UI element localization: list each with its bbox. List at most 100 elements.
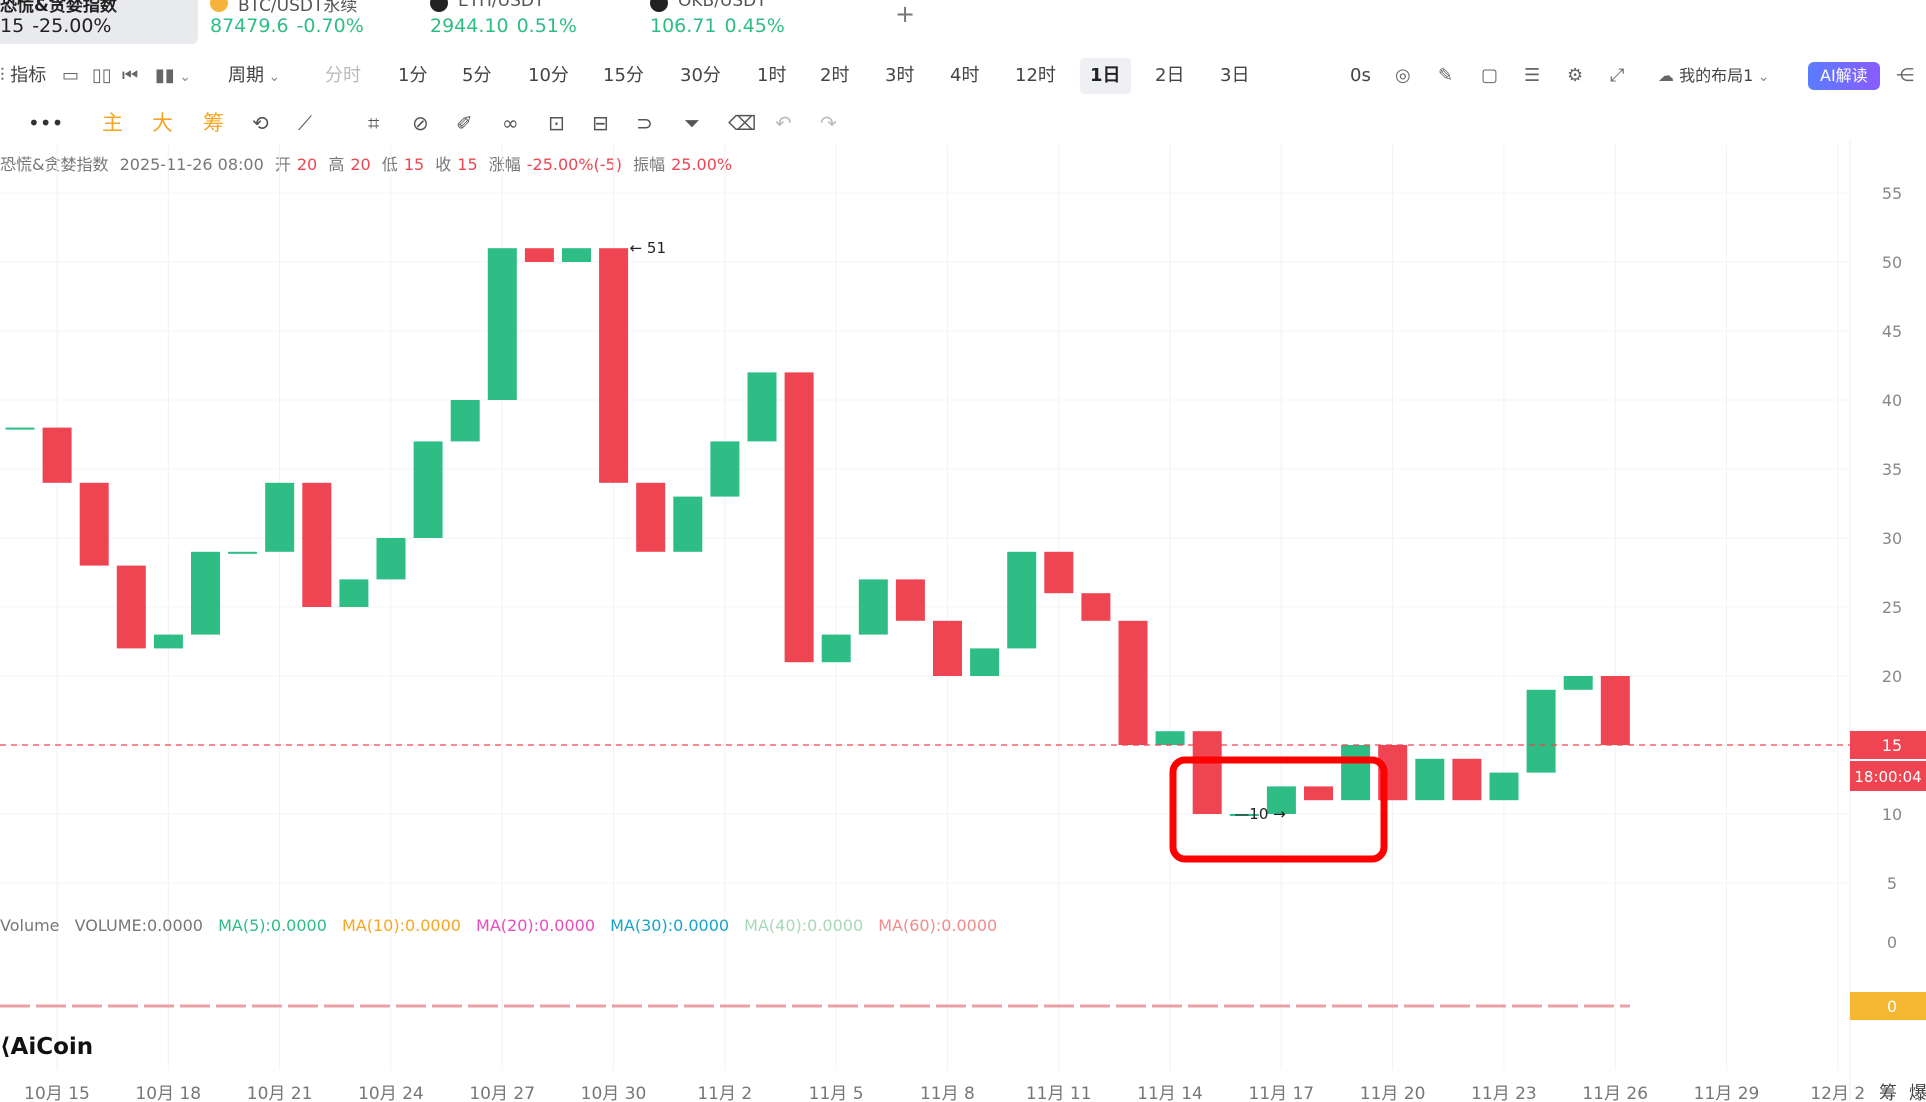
x-tick-label: 11月 8 xyxy=(920,1084,975,1102)
layout-icon[interactable]: ▭ xyxy=(62,65,80,86)
candle-down xyxy=(1044,551,1074,594)
cloud-icon: ☁ xyxy=(1658,66,1674,85)
magnet-icon[interactable]: ⊃ xyxy=(636,111,653,135)
candle-down xyxy=(895,579,925,621)
tab-timeframe-3d[interactable]: 3日 xyxy=(1220,65,1250,86)
pencil-icon[interactable]: ✎ xyxy=(1438,65,1454,86)
x-tick-label: 12月 2 xyxy=(1810,1084,1865,1102)
volume-info: Volume VOLUME:0.0000 MA(5):0.0000 MA(10)… xyxy=(0,916,1007,935)
settings-icon[interactable]: ⚙ xyxy=(1567,65,1584,86)
sync-icon[interactable]: ⟲ xyxy=(252,111,269,135)
ticker-fear-greed[interactable]: 恐慌&贪婪指数 15 -25.00% xyxy=(0,0,198,44)
share-icon[interactable]: ⋲ xyxy=(1896,65,1914,86)
candle-datetime: 2025-11-26 08:00 xyxy=(119,155,264,174)
tab-timeframe-1d[interactable]: 1日 xyxy=(1080,58,1131,94)
x-tick-label: 11月 14 xyxy=(1137,1084,1203,1102)
aicoin-logo: ⟨AiCoin xyxy=(0,1034,94,1060)
trendline-icon[interactable]: ⟋ xyxy=(298,111,312,135)
pen-icon[interactable]: ✐ xyxy=(456,111,473,135)
tab-timeframe-5m[interactable]: 5分 xyxy=(462,65,492,86)
main-force-button[interactable]: 主 xyxy=(102,111,123,135)
candle-down xyxy=(1081,593,1111,621)
candle-up xyxy=(1007,551,1037,649)
x-tick-label: 10月 30 xyxy=(581,1084,647,1102)
candle-up xyxy=(339,579,369,607)
y-tick-label: 35 xyxy=(1882,460,1902,479)
indicator-icon: ⫶ xyxy=(0,65,5,86)
note-icon[interactable]: ⊟ xyxy=(592,111,609,135)
fib-icon[interactable]: ∞ xyxy=(502,111,519,135)
candle-up xyxy=(450,400,480,442)
chart-toolbar: ⫶ 指标 ▭ ▯▯ ⏮ ▮▮ 周期 分时 1分 5分 10分 15分 30分 1… xyxy=(0,58,1926,96)
high-value: 20 xyxy=(350,155,371,174)
x-tick-label: 11月 5 xyxy=(809,1084,864,1102)
volume-tag-value: 0 xyxy=(1887,997,1897,1016)
more-icon[interactable]: ••• xyxy=(28,111,64,135)
comment-icon[interactable]: ▢ xyxy=(1481,65,1499,86)
candle-up xyxy=(5,427,35,430)
ruler-icon[interactable]: ⊘ xyxy=(412,111,429,135)
close-value: 15 xyxy=(457,155,478,174)
ticker-price: 2944.10 0.51% xyxy=(430,15,577,37)
layout-dropdown[interactable]: ☁ 我的布局1 xyxy=(1658,58,1769,94)
ticker-price: 87479.6 -0.70% xyxy=(210,15,364,37)
ticker-bar: 恐慌&贪婪指数 15 -25.00% BTC/USDT永续 87479.6 -0.7… xyxy=(0,0,1926,48)
candle-down xyxy=(1304,786,1333,801)
add-ticker-button[interactable]: + xyxy=(895,0,916,28)
ai-interpret-button[interactable]: AI解读 xyxy=(1808,62,1880,90)
x-tick-label: 10月 18 xyxy=(135,1084,201,1102)
ticker-name: BTC/USDT永续 xyxy=(238,0,358,16)
list-icon[interactable]: ☰ xyxy=(1524,65,1541,86)
x-tick-label: 11月 23 xyxy=(1471,1084,1537,1102)
candle-down xyxy=(42,427,72,483)
y-tick-label: 0 xyxy=(1887,933,1897,952)
ma20-value: MA(20):0.0000 xyxy=(476,916,595,935)
indicator-button[interactable]: ⫶ 指标 xyxy=(0,58,46,94)
period-dropdown[interactable]: 周期 xyxy=(228,58,280,94)
ticker-price: 106.71 0.45% xyxy=(650,15,785,37)
tab-timeframe-30m[interactable]: 30分 xyxy=(680,65,721,86)
tab-timeframe-fenshi[interactable]: 分时 xyxy=(325,65,361,86)
open-value: 20 xyxy=(296,155,318,174)
candle-up xyxy=(153,634,183,649)
candle-up xyxy=(562,248,591,262)
candle-up xyxy=(1526,689,1556,773)
tab-timeframe-3h[interactable]: 3时 xyxy=(885,65,915,86)
change-label: 涨幅 xyxy=(488,155,521,174)
filter-icon[interactable]: ⏷ xyxy=(684,111,700,135)
candle-up xyxy=(1415,758,1445,801)
candle-up xyxy=(1229,814,1259,816)
countdown-label: 0s xyxy=(1350,65,1371,86)
candle-down xyxy=(1600,676,1630,745)
tab-timeframe-1m[interactable]: 1分 xyxy=(398,65,428,86)
last-price-tag xyxy=(1850,731,1926,759)
tab-timeframe-4h[interactable]: 4时 xyxy=(950,65,980,86)
fullscreen-icon[interactable]: ⤢ xyxy=(1610,65,1625,86)
low-label: 低 xyxy=(381,155,398,174)
delete-icon[interactable]: ⌫ xyxy=(728,111,757,135)
tab-timeframe-15m[interactable]: 15分 xyxy=(603,65,644,86)
crop-icon[interactable]: ⌗ xyxy=(368,111,380,135)
redo-icon[interactable]: ↷ xyxy=(820,111,837,135)
candle-down xyxy=(636,482,666,552)
okx-icon xyxy=(430,0,448,12)
logo-mark-icon: ⟨ xyxy=(0,1034,11,1060)
x-tick-label: 11月 29 xyxy=(1694,1084,1760,1102)
tab-timeframe-2h[interactable]: 2时 xyxy=(820,65,850,86)
lock-icon[interactable]: ⊡ xyxy=(548,111,565,135)
grid-icon[interactable]: ▯▯ xyxy=(92,65,112,86)
undo-icon[interactable]: ↶ xyxy=(775,111,792,135)
low-value: 15 xyxy=(403,155,425,174)
replay-icon[interactable]: ⏮ xyxy=(122,65,139,86)
btc-icon xyxy=(210,0,228,12)
tab-timeframe-10m[interactable]: 10分 xyxy=(528,65,569,86)
chart-type-icon[interactable]: ▮▮ xyxy=(155,58,191,94)
chip-button[interactable]: 筹 xyxy=(203,111,224,135)
tab-timeframe-12h[interactable]: 12时 xyxy=(1015,65,1056,86)
tab-timeframe-1h[interactable]: 1时 xyxy=(757,65,787,86)
big-order-button[interactable]: 大 xyxy=(152,111,173,135)
x-tick-label: 10月 15 xyxy=(24,1084,90,1102)
tab-timeframe-2d[interactable]: 2日 xyxy=(1155,65,1185,86)
camera-icon[interactable]: ◎ xyxy=(1395,65,1411,86)
